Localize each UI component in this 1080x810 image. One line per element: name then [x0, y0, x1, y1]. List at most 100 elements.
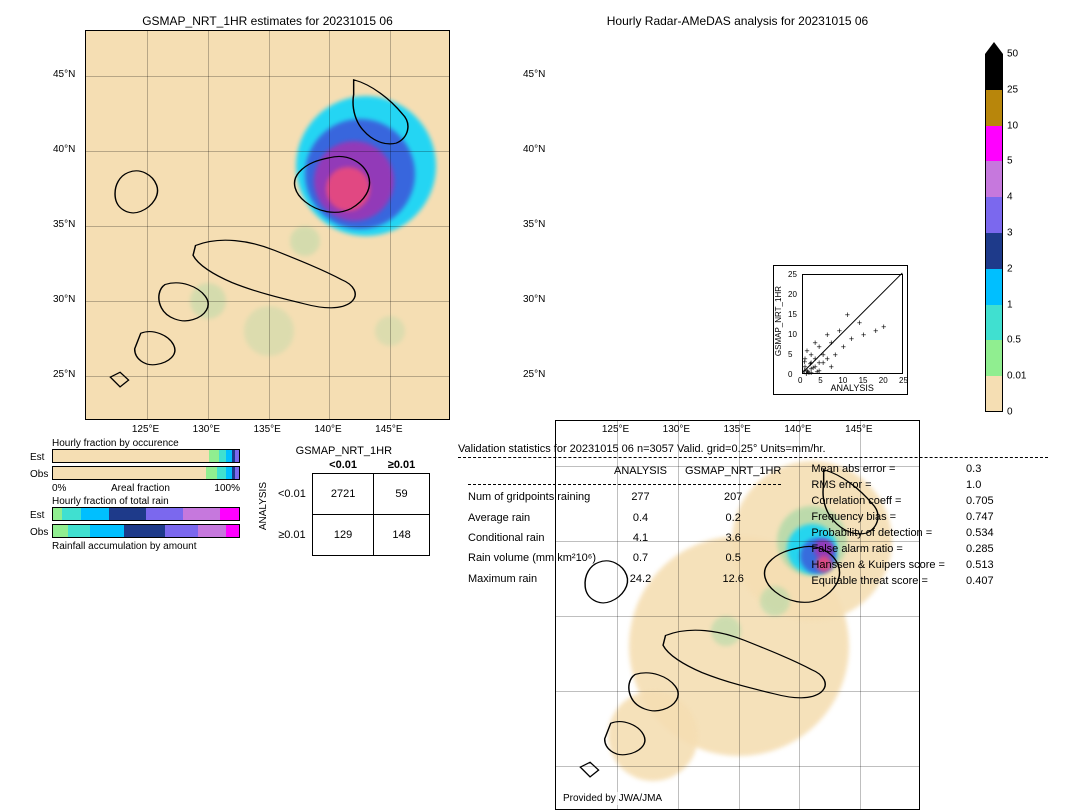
colorbar-top-triangle	[985, 42, 1003, 54]
lat-tick-label: 35°N	[523, 219, 545, 230]
pct-right: 100%	[214, 483, 240, 494]
scatter-ytick: 15	[788, 310, 797, 319]
colorbar-segment	[985, 233, 1003, 269]
fraction-title-3: Rainfall accumulation by amount	[52, 541, 240, 552]
ct-cell: 59	[374, 474, 429, 515]
precip-blob	[326, 167, 370, 211]
scatter-point: +	[873, 326, 878, 336]
fraction-segment	[53, 467, 206, 479]
contingency-row-label: ANALYSIS	[258, 482, 269, 530]
fraction-segment	[198, 525, 226, 537]
gridline	[208, 31, 209, 419]
val-v1: 24.2	[606, 570, 675, 588]
lon-tick-label: 145°E	[375, 424, 402, 435]
scatter-ytick: 0	[788, 370, 792, 379]
gridline	[556, 616, 919, 617]
fraction-bars-panel: Hourly fraction by occurence EstObs 0% A…	[30, 438, 240, 552]
scatter-ytick: 10	[788, 330, 797, 339]
gridline	[86, 301, 449, 302]
scatter-point: +	[837, 326, 842, 336]
stat-value: 0.705	[955, 494, 1002, 508]
fraction-segment	[81, 508, 109, 520]
fraction-bar	[52, 466, 240, 480]
lon-tick-label: 135°E	[254, 424, 281, 435]
contingency-title: GSMAP_NRT_1HR	[258, 445, 430, 457]
fraction-row-label: Obs	[30, 527, 52, 538]
scatter-point: +	[829, 362, 834, 372]
fraction-bar	[52, 524, 240, 538]
ct-cell: 2721	[312, 474, 373, 515]
scatter-ylabel: GSMAP_NRT_1HR	[774, 286, 783, 356]
fraction-segment	[220, 508, 239, 520]
fraction-bar	[52, 449, 240, 463]
scatter-inset: +++++++++++++++++++++++++++++++++++++005…	[773, 265, 908, 395]
lon-tick-label: 125°E	[602, 424, 629, 435]
colorbar-tick-label: 0	[1007, 407, 1013, 418]
val-v1: 4.1	[606, 529, 675, 547]
fraction-segment	[217, 467, 226, 479]
stat-value: 0.407	[955, 574, 1002, 588]
colorbar-tick-label: 2	[1007, 263, 1013, 274]
fraction-segment	[235, 450, 239, 462]
scatter-point: +	[812, 338, 817, 348]
ct-row-header: <0.01	[272, 474, 312, 515]
scatter-point: +	[802, 357, 807, 367]
scatter-ytick: 25	[788, 270, 797, 279]
fraction-row-label: Obs	[30, 469, 52, 480]
val-v2: 0.2	[677, 509, 789, 527]
lon-tick-label: 130°E	[663, 424, 690, 435]
stat-value: 0.747	[955, 510, 1002, 524]
left-map-panel: GSMAP_NRT_1HR estimates for 20231015 06	[85, 14, 450, 30]
stat-label: Probability of detection =	[803, 526, 953, 540]
stat-value: 1.0	[955, 478, 1002, 492]
scatter-point: +	[857, 318, 862, 328]
ct-col-header: ≥0.01	[374, 457, 429, 474]
gridline	[86, 226, 449, 227]
colorbar-tick-label: 0.5	[1007, 335, 1021, 346]
colorbar-tick-label: 5	[1007, 156, 1013, 167]
colorbar-segment	[985, 90, 1003, 126]
scatter-xtick: 5	[818, 376, 822, 385]
validation-panel: Validation statistics for 20231015 06 n=…	[458, 443, 1058, 590]
val-row-label: Rain volume (mm km²10⁶)	[460, 549, 604, 567]
scatter-point: +	[845, 310, 850, 320]
fraction-segment	[235, 467, 239, 479]
lon-tick-label: 125°E	[132, 424, 159, 435]
ct-col-header: <0.01	[312, 457, 373, 474]
precip-blob	[290, 226, 320, 256]
colorbar-segment	[985, 269, 1003, 305]
fraction-segment	[226, 525, 239, 537]
gridline	[329, 31, 330, 419]
val-v2: 207	[677, 488, 789, 506]
colorbar-tick-label: 4	[1007, 192, 1013, 203]
stat-label: Frequency bias =	[803, 510, 953, 524]
gridline	[269, 31, 270, 419]
validation-title: Validation statistics for 20231015 06 n=…	[458, 443, 1058, 455]
fraction-segment	[219, 450, 226, 462]
fraction-segment	[53, 450, 209, 462]
ct-row-header: ≥0.01	[272, 515, 312, 556]
fraction-segment	[183, 508, 220, 520]
lon-tick-label: 130°E	[193, 424, 220, 435]
validation-right-table: Mean abs error = 0.3RMS error = 1.0Corre…	[801, 460, 1003, 590]
lat-tick-label: 30°N	[53, 294, 75, 305]
fraction-segment	[90, 525, 123, 537]
colorbar-tick-label: 1	[1007, 299, 1013, 310]
val-v2: 0.5	[677, 549, 789, 567]
colorbar-segment	[985, 376, 1003, 412]
gridline	[390, 31, 391, 419]
colorbar-segment	[985, 340, 1003, 376]
lon-tick-label: 140°E	[784, 424, 811, 435]
fraction-segment	[109, 508, 146, 520]
scatter-point: +	[881, 322, 886, 332]
lon-tick-label: 135°E	[724, 424, 751, 435]
pct-left: 0%	[52, 483, 66, 494]
fraction-title-1: Hourly fraction by occurence	[52, 438, 240, 449]
colorbar-tick-label: 0.01	[1007, 371, 1026, 382]
lat-tick-label: 45°N	[53, 69, 75, 80]
val-row-label: Maximum rain	[460, 570, 604, 588]
areal-fraction-label: Areal fraction	[111, 483, 170, 494]
left-map-title: GSMAP_NRT_1HR estimates for 20231015 06	[85, 14, 450, 28]
fraction-segment	[53, 508, 62, 520]
gridline	[556, 766, 919, 767]
